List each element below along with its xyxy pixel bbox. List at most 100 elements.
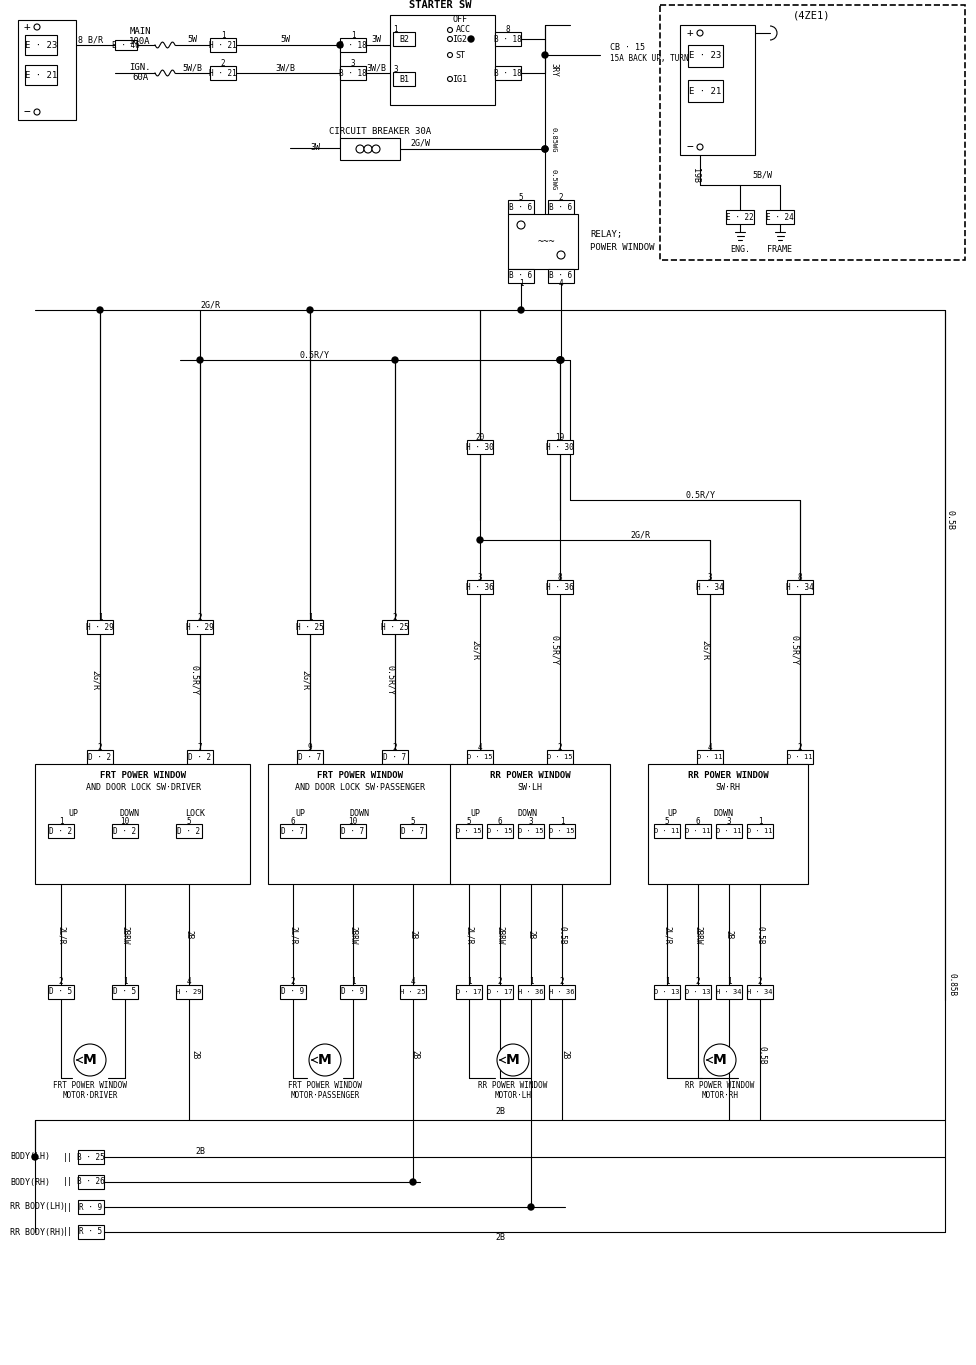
- Text: 2: 2: [221, 60, 225, 68]
- Bar: [87, 620, 113, 633]
- Text: E · 21: E · 21: [689, 86, 721, 96]
- Text: D · 11: D · 11: [654, 829, 679, 834]
- Text: D · 7: D · 7: [401, 826, 425, 835]
- Text: D · 7: D · 7: [384, 752, 407, 762]
- Text: B2: B2: [399, 34, 409, 44]
- Text: 2B: 2B: [195, 1148, 205, 1156]
- Bar: [112, 824, 138, 838]
- Text: H · 29: H · 29: [177, 990, 202, 995]
- Text: D · 2: D · 2: [50, 826, 72, 835]
- Bar: [660, 5, 965, 259]
- Text: B · 18: B · 18: [339, 41, 367, 49]
- Text: 15A BACK UP, TURN: 15A BACK UP, TURN: [610, 53, 689, 63]
- Text: D · 11: D · 11: [748, 829, 773, 834]
- Text: R · 5: R · 5: [79, 1227, 102, 1237]
- Bar: [268, 764, 453, 885]
- Text: 2B: 2B: [411, 1051, 420, 1059]
- Bar: [716, 986, 742, 999]
- Text: RELAY;: RELAY;: [590, 231, 623, 239]
- Text: 10: 10: [348, 818, 357, 826]
- Bar: [176, 986, 202, 999]
- Text: 1: 1: [559, 818, 564, 826]
- Text: D · 13: D · 13: [654, 990, 679, 995]
- Text: BODY(LH): BODY(LH): [10, 1152, 50, 1162]
- Circle shape: [448, 37, 453, 41]
- Text: ||: ||: [63, 1178, 73, 1186]
- Bar: [450, 764, 610, 885]
- Text: 3W: 3W: [371, 35, 381, 45]
- Circle shape: [517, 221, 525, 229]
- Text: E · 22: E · 22: [726, 213, 753, 221]
- Text: 4: 4: [411, 977, 416, 987]
- Bar: [487, 986, 513, 999]
- Text: E · 23: E · 23: [689, 52, 721, 60]
- Bar: [297, 749, 323, 764]
- Bar: [467, 440, 493, 455]
- Bar: [25, 35, 57, 55]
- Text: 2: 2: [757, 977, 762, 987]
- Text: H · 30: H · 30: [467, 442, 494, 452]
- Bar: [495, 66, 521, 81]
- Bar: [467, 749, 493, 764]
- Circle shape: [518, 307, 524, 313]
- Text: RR POWER WINDOW: RR POWER WINDOW: [685, 1081, 754, 1089]
- Text: IGN.: IGN.: [129, 64, 150, 72]
- Bar: [685, 824, 711, 838]
- Text: H · 21: H · 21: [209, 41, 237, 49]
- Bar: [549, 824, 575, 838]
- Text: ACC: ACC: [456, 26, 470, 34]
- Text: 0.5B: 0.5B: [755, 925, 764, 945]
- Text: D · 5: D · 5: [50, 987, 72, 996]
- Text: B · 6: B · 6: [549, 272, 573, 280]
- Circle shape: [448, 76, 453, 82]
- Bar: [35, 764, 250, 885]
- Text: 2L/R: 2L/R: [57, 925, 65, 945]
- Text: 1: 1: [307, 613, 312, 621]
- Bar: [508, 269, 534, 283]
- Text: 1: 1: [59, 818, 63, 826]
- Text: 2BRW: 2BRW: [120, 925, 130, 945]
- Circle shape: [542, 146, 548, 152]
- Text: D · 11: D · 11: [788, 753, 813, 760]
- Text: 2: 2: [558, 194, 563, 202]
- Bar: [680, 25, 755, 156]
- Text: H · 36: H · 36: [547, 583, 574, 591]
- Text: 2B: 2B: [495, 1233, 505, 1242]
- Text: 5B/W: 5B/W: [752, 171, 772, 180]
- Text: AND DOOR LOCK SW·DRIVER: AND DOOR LOCK SW·DRIVER: [86, 784, 200, 793]
- Bar: [654, 824, 680, 838]
- Text: SW·LH: SW·LH: [517, 784, 543, 793]
- Text: 2: 2: [559, 977, 564, 987]
- Bar: [210, 38, 236, 52]
- Text: UP: UP: [667, 809, 677, 819]
- Text: 2BRW: 2BRW: [496, 925, 505, 945]
- Text: −: −: [23, 106, 30, 117]
- Text: 4: 4: [558, 280, 563, 288]
- Text: M: M: [713, 1052, 727, 1067]
- Text: B · 18: B · 18: [494, 68, 522, 78]
- Text: 2G/R: 2G/R: [200, 300, 220, 310]
- Text: 2G/R: 2G/R: [630, 531, 650, 539]
- Circle shape: [448, 52, 453, 57]
- Bar: [518, 824, 544, 838]
- Bar: [340, 986, 366, 999]
- Text: 9: 9: [307, 743, 312, 752]
- Circle shape: [392, 358, 398, 363]
- Text: 0.85B: 0.85B: [948, 973, 956, 996]
- Bar: [547, 580, 573, 594]
- Text: B1: B1: [399, 75, 409, 83]
- Text: D · 11: D · 11: [685, 829, 711, 834]
- Text: 2BRW: 2BRW: [348, 925, 357, 945]
- Text: 5: 5: [467, 818, 471, 826]
- Text: 1: 1: [467, 977, 471, 987]
- Text: H · 36: H · 36: [518, 990, 544, 995]
- Text: 2BRW: 2BRW: [694, 925, 703, 945]
- Text: E · 21: E · 21: [24, 71, 58, 79]
- Text: H · 29: H · 29: [186, 622, 214, 632]
- Text: +: +: [23, 22, 30, 31]
- Circle shape: [307, 307, 313, 313]
- Circle shape: [337, 42, 343, 48]
- Text: AND DOOR LOCK SW·PASSENGER: AND DOOR LOCK SW·PASSENGER: [295, 784, 425, 793]
- Text: 4: 4: [708, 743, 712, 752]
- Text: RR BODY(RH): RR BODY(RH): [10, 1227, 65, 1237]
